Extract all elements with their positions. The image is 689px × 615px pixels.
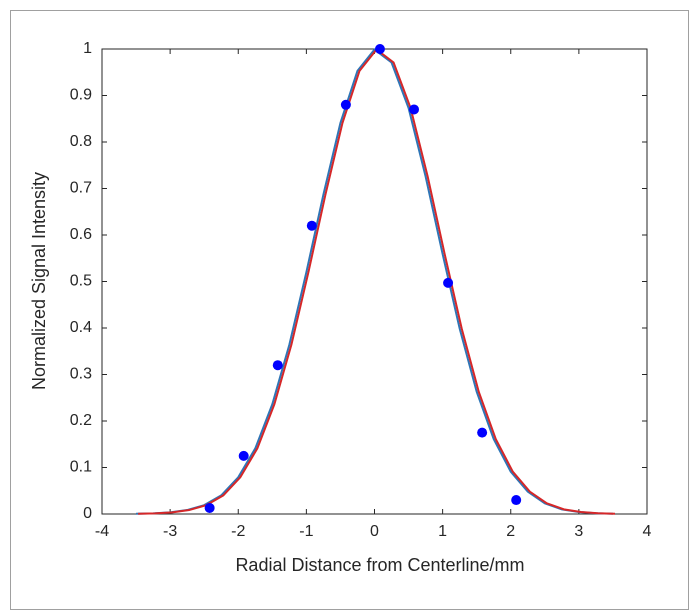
y-tick-label: 0.4 <box>70 319 92 336</box>
y-tick-label: 0.7 <box>70 180 92 197</box>
data-point <box>511 495 522 506</box>
y-axis-label: Normalized Signal Intensity <box>29 172 49 390</box>
x-axis-label: Radial Distance from Centerline/mm <box>235 555 524 575</box>
data-point <box>443 277 454 288</box>
data-point <box>272 360 283 371</box>
y-tick-label: 0.6 <box>70 226 92 243</box>
y-tick-label: 1 <box>83 40 92 57</box>
y-tick-label: 0.2 <box>70 412 92 429</box>
x-tick-label: -3 <box>163 523 177 540</box>
y-tick-label: 0.5 <box>70 273 92 290</box>
x-tick-label: -2 <box>231 523 245 540</box>
data-point <box>374 44 385 54</box>
x-tick-label: 2 <box>506 523 515 540</box>
data-point <box>477 427 488 438</box>
y-tick-label: 0.3 <box>70 366 92 383</box>
x-tick-label: 0 <box>370 523 379 540</box>
data-point <box>238 450 249 461</box>
x-tick-label: 3 <box>574 523 583 540</box>
data-point <box>204 502 215 513</box>
y-tick-label: 0.8 <box>70 133 92 150</box>
y-tick-label: 0.9 <box>70 87 92 104</box>
plot-area <box>101 48 648 515</box>
y-tick-label: 0.1 <box>70 459 92 476</box>
x-tick-label: 1 <box>438 523 447 540</box>
data-point <box>409 104 420 115</box>
x-tick-label: -4 <box>95 523 109 540</box>
x-tick-label: 4 <box>643 523 652 540</box>
data-point <box>306 220 317 231</box>
data-point <box>340 99 351 110</box>
y-tick-label: 0 <box>83 505 92 522</box>
fit-curve <box>136 48 613 515</box>
x-tick-label: -1 <box>299 523 313 540</box>
